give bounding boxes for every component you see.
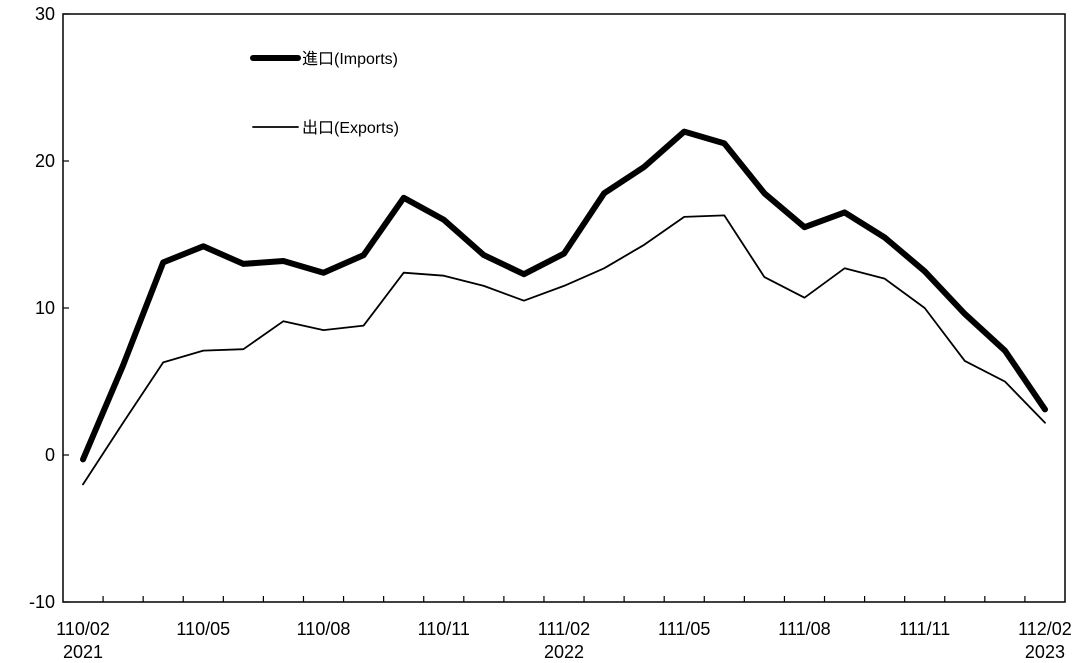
x-tick-label: 111/11 [899,619,950,639]
y-tick-label: 0 [45,445,55,465]
y-tick-label: 10 [35,298,55,318]
series-line-imports [80,128,1048,463]
plot-area-frame [62,13,1066,603]
x-tick-label: 110/08 [297,619,351,639]
x-tick-label: 111/05 [658,619,710,639]
x-tick-label: 110/05 [176,619,230,639]
y-axis: -10 0 10 20 30 [29,4,69,612]
x-axis: 110/02 2021 110/05 110/08 110/11 111/02 2022 11… [56,596,1072,662]
x-tick-label: 110/02 [56,619,110,639]
legend: 進口(Imports) 出口(Exports) [250,50,399,137]
legend-label-imports: 進口(Imports) [302,50,398,68]
series-line-exports [82,214,1046,486]
y-tick-label: 30 [35,4,55,24]
x-tick-label-year: 2021 [63,642,103,662]
x-tick-label: 111/08 [778,619,830,639]
y-tick-label: 20 [35,151,55,171]
legend-label-exports: 出口(Exports) [302,119,399,137]
x-tick-label: 112/02 [1018,619,1072,639]
y-tick-label: -10 [29,592,55,612]
series-lines [80,128,1048,486]
x-tick-label: 110/11 [418,619,470,639]
x-tick-label: 111/02 [538,619,590,639]
x-tick-label-year: 2022 [544,642,584,662]
x-tick-label-year: 2023 [1025,642,1065,662]
